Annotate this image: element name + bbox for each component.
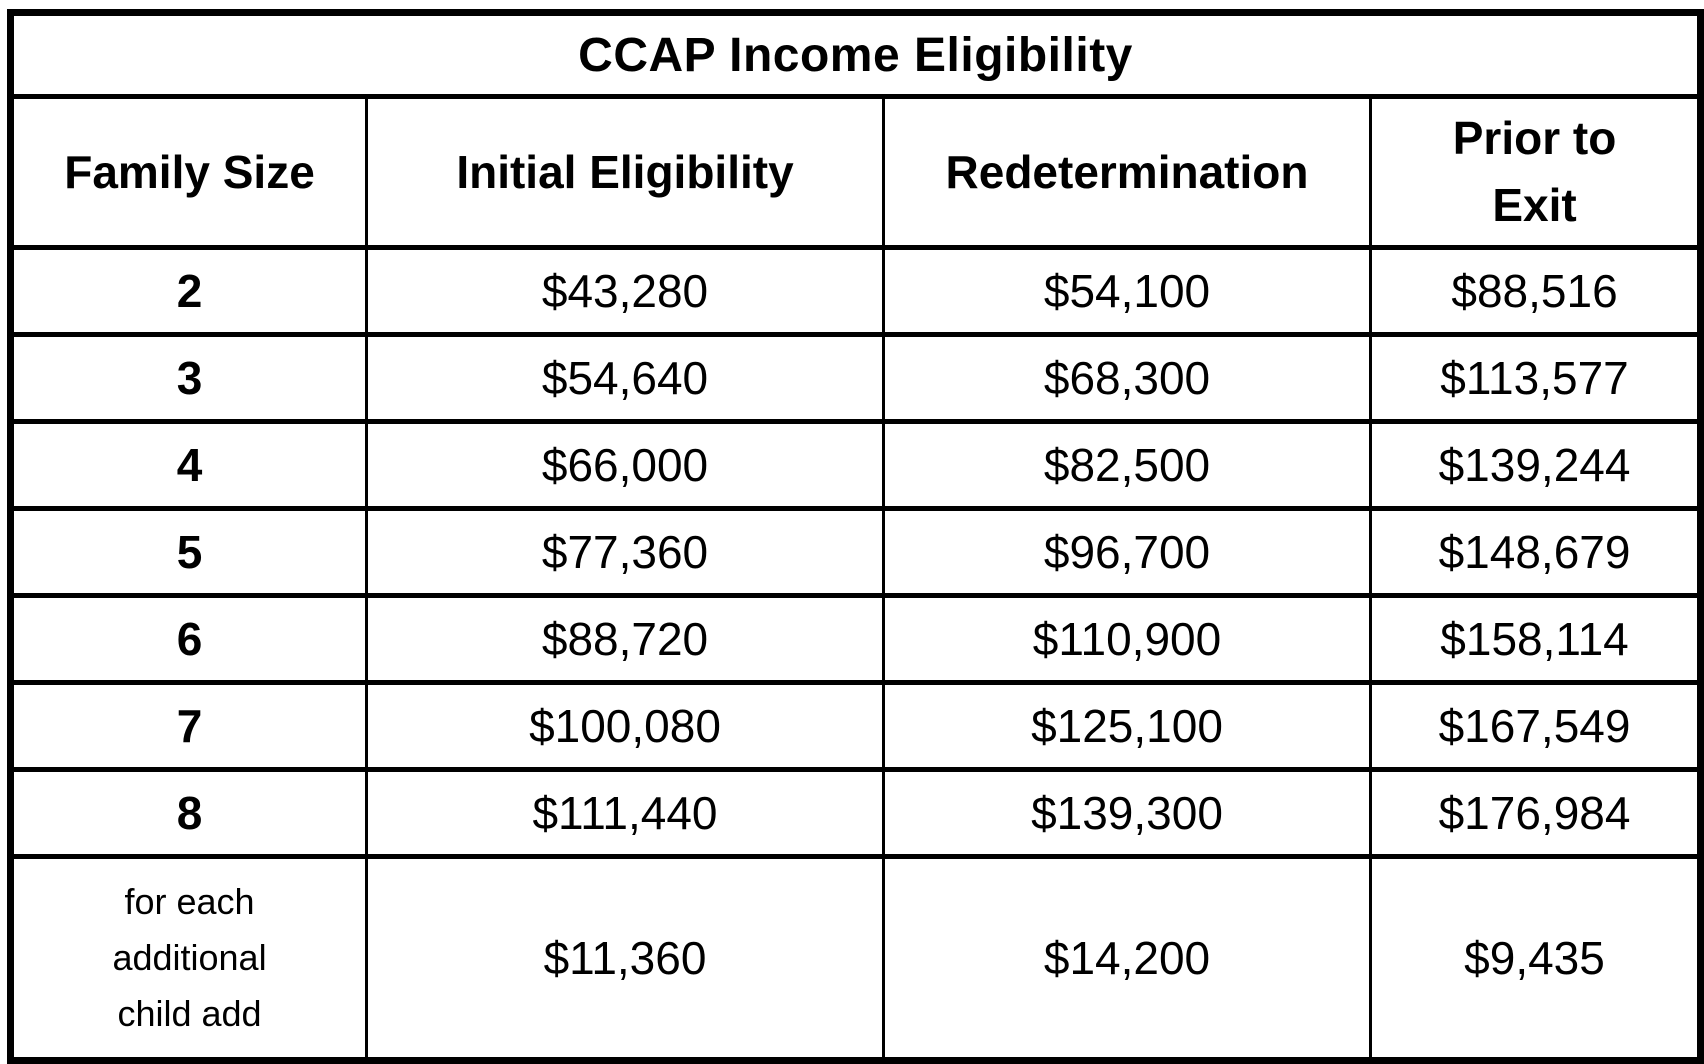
cell-family-size: for each additional child add [9,854,368,1063]
cell-redetermination: $68,300 [882,332,1372,424]
cell-family-size-value: 4 [176,439,203,491]
table-row: 8 $111,440 $139,300 $176,984 [9,767,1703,859]
cell-family-size-value: 3 [176,352,203,404]
ccap-income-eligibility-table: CCAP Income Eligibility Family Size Init… [7,9,1704,1064]
cell-initial-eligibility: $43,280 [365,245,885,337]
cell-family-size-value: 7 [176,700,203,752]
cell-prior-to-exit: $176,984 [1368,767,1703,859]
cell-redetermination: $82,500 [882,419,1372,511]
cell-redetermination: $14,200 [882,854,1372,1063]
cell-redetermination: $54,100 [882,245,1372,337]
cell-family-size-value: 6 [176,613,203,665]
column-header-family-size: Family Size [9,94,368,250]
cell-family-size: 2 [9,245,368,337]
cell-family-size-value: for each additional child add [112,881,267,1034]
cell-family-size: 5 [9,506,368,598]
cell-family-size: 6 [9,593,368,685]
table-row: for each additional child add $11,360 $1… [9,854,1703,1063]
column-header-family-size-label: Family Size [64,145,315,198]
column-header-redetermination-label: Redetermination [945,145,1309,198]
cell-family-size-value: 8 [176,787,203,839]
cell-prior-to-exit: $148,679 [1368,506,1703,598]
column-header-prior-to-exit: Prior to Exit [1368,94,1703,250]
cell-redetermination: $125,100 [882,680,1372,772]
cell-family-size-value: 5 [176,526,203,578]
cell-redetermination: $139,300 [882,767,1372,859]
cell-initial-eligibility: $88,720 [365,593,885,685]
cell-initial-eligibility: $77,360 [365,506,885,598]
cell-family-size: 8 [9,767,368,859]
column-header-initial-eligibility: Initial Eligibility [365,94,885,250]
table-title-row: CCAP Income Eligibility [8,10,1703,99]
cell-redetermination: $110,900 [882,593,1372,685]
table-row: 5 $77,360 $96,700 $148,679 [9,506,1703,598]
table-title: CCAP Income Eligibility [8,10,1703,99]
cell-family-size-value: 2 [176,265,203,317]
cell-prior-to-exit: $113,577 [1368,332,1703,424]
cell-prior-to-exit: $158,114 [1368,593,1703,685]
column-header-initial-eligibility-label: Initial Eligibility [456,145,794,198]
page: CCAP Income Eligibility Family Size Init… [7,9,1704,1064]
cell-family-size: 3 [9,332,368,424]
table-header-row: Family Size Initial Eligibility Redeterm… [9,94,1703,250]
cell-prior-to-exit: $139,244 [1368,419,1703,511]
cell-initial-eligibility: $11,360 [365,854,885,1063]
cell-family-size: 7 [9,680,368,772]
cell-prior-to-exit: $167,549 [1368,680,1703,772]
table-row: 3 $54,640 $68,300 $113,577 [9,332,1703,424]
cell-initial-eligibility: $100,080 [365,680,885,772]
table-row: 7 $100,080 $125,100 $167,549 [9,680,1703,772]
cell-family-size: 4 [9,419,368,511]
table-row: 2 $43,280 $54,100 $88,516 [9,245,1703,337]
table-row: 4 $66,000 $82,500 $139,244 [9,419,1703,511]
cell-redetermination: $96,700 [882,506,1372,598]
cell-initial-eligibility: $111,440 [365,767,885,859]
column-header-prior-to-exit-label: Prior to Exit [1452,112,1617,231]
table-row: 6 $88,720 $110,900 $158,114 [9,593,1703,685]
cell-initial-eligibility: $54,640 [365,332,885,424]
cell-initial-eligibility: $66,000 [365,419,885,511]
cell-prior-to-exit: $9,435 [1368,854,1703,1063]
table-body: 2 $43,280 $54,100 $88,516 3 $54,640 $68,… [9,245,1703,1063]
column-header-redetermination: Redetermination [882,94,1372,250]
cell-prior-to-exit: $88,516 [1368,245,1703,337]
